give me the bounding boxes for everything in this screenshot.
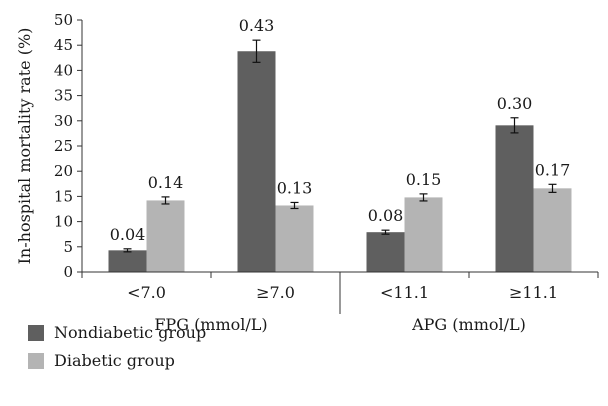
x-tick-label: ≥7.0 bbox=[256, 283, 295, 302]
bar bbox=[275, 205, 314, 272]
legend-label: Diabetic group bbox=[54, 351, 175, 370]
data-label: 0.43 bbox=[239, 16, 275, 35]
y-tick-label: 35 bbox=[54, 87, 73, 105]
bar bbox=[108, 250, 147, 272]
y-axis: 0 5 10 15 20 25 30 35 40 45 50 bbox=[54, 11, 83, 281]
data-label: 0.17 bbox=[535, 160, 571, 179]
legend-label: Nondiabetic group bbox=[54, 323, 206, 342]
y-tick-label: 25 bbox=[54, 137, 73, 155]
bar bbox=[237, 51, 276, 272]
bar bbox=[533, 188, 572, 272]
x-axis: <7.0 ≥7.0 <11.1 ≥11.1 FPG (mmol/L) APG (mmol/… bbox=[81, 271, 599, 334]
y-tick-label: 10 bbox=[54, 213, 73, 231]
y-tick-label: 40 bbox=[54, 61, 73, 79]
x-tick-label: <7.0 bbox=[127, 283, 166, 302]
bar bbox=[146, 200, 185, 272]
bar bbox=[366, 232, 405, 272]
x-tick-label: ≥11.1 bbox=[509, 283, 558, 302]
x-group-label: APG (mmol/L) bbox=[411, 315, 526, 334]
legend: Nondiabetic group Diabetic group bbox=[28, 323, 206, 370]
y-tick-label: 5 bbox=[63, 238, 73, 256]
y-tick-label: 50 bbox=[54, 11, 73, 29]
bars: 0.04 0.14 0.43 0.13 0.080.15 0.30 0.17 bbox=[108, 16, 572, 272]
data-label: 0.14 bbox=[148, 173, 184, 192]
legend-swatch bbox=[28, 353, 44, 369]
y-tick-label: 15 bbox=[54, 187, 73, 205]
data-label: 0.04 bbox=[110, 225, 146, 244]
data-label: 0.15 bbox=[406, 170, 442, 189]
x-group-label: FPG (mmol/L) bbox=[154, 315, 267, 334]
y-tick-label: 20 bbox=[54, 162, 73, 180]
x-tick-label: <11.1 bbox=[380, 283, 429, 302]
data-label: 0.08 bbox=[368, 206, 404, 225]
y-tick-label: 45 bbox=[54, 36, 73, 54]
y-tick-label: 0 bbox=[63, 263, 73, 281]
data-label: 0.13 bbox=[277, 178, 313, 197]
bar bbox=[495, 125, 534, 272]
data-label: 0.30 bbox=[497, 94, 533, 113]
y-axis-title: In-hospital mortality rate (%) bbox=[15, 28, 34, 265]
bar bbox=[404, 197, 443, 272]
y-tick-label: 30 bbox=[54, 112, 73, 130]
legend-swatch bbox=[28, 325, 44, 341]
